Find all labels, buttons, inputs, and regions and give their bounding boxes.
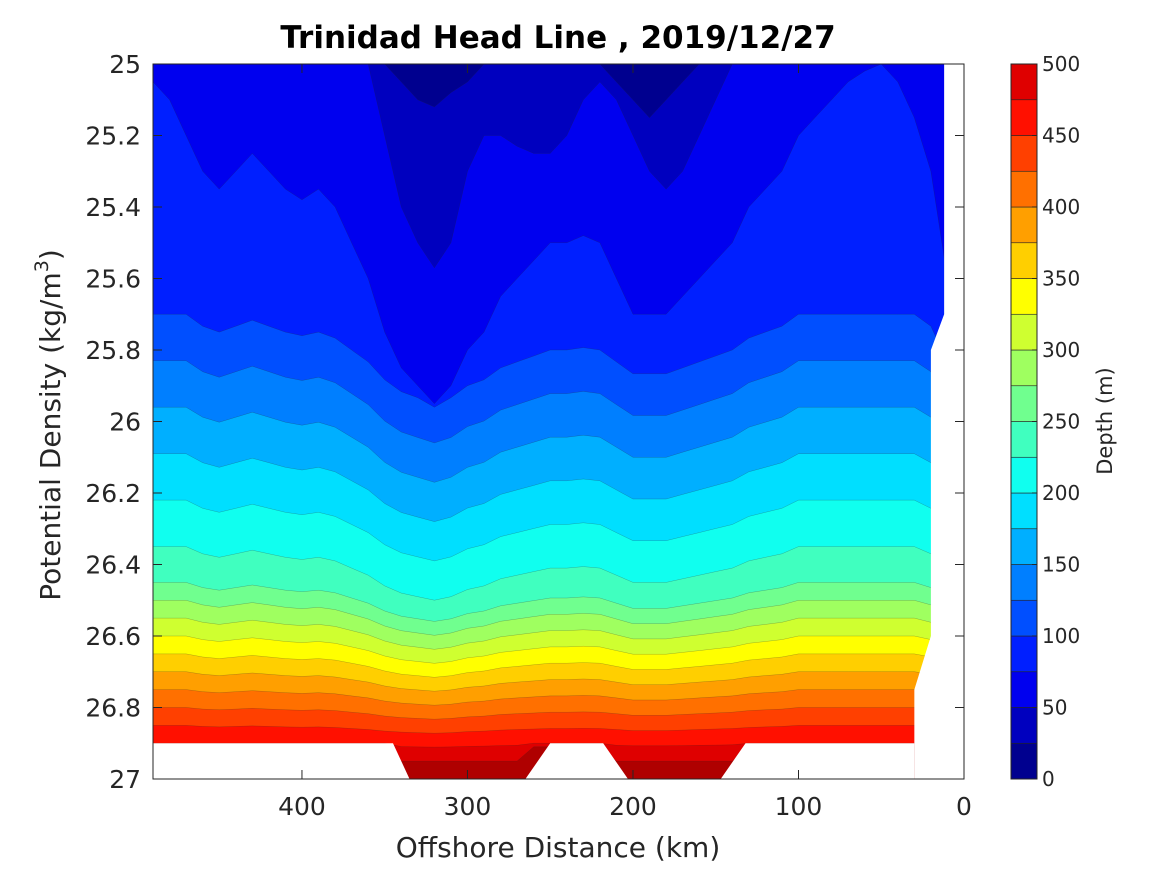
y-tick-label: 25	[109, 50, 141, 79]
y-tick-label: 27	[109, 765, 141, 794]
colorbar-tick-label: 150	[1042, 553, 1080, 577]
no-data-mask	[153, 64, 964, 779]
plot-area: 400 300 200 100 0 25 25.2 25.4 25.6 25.8 26 26.2 26…	[85, 50, 972, 821]
colorbar-ticks: 0 50 100 150 200 250 300 350 400 450 500	[1032, 52, 1080, 791]
colorbar-band	[1010, 492, 1038, 530]
no-data-region	[914, 64, 964, 779]
chart-title: Trinidad Head Line , 2019/12/27	[280, 20, 835, 56]
colorbar-label: Depth (m)	[1093, 367, 1117, 474]
x-tick-label: 400	[278, 792, 326, 821]
x-tick-label: 100	[775, 792, 823, 821]
colorbar-tick-label: 250	[1042, 410, 1080, 434]
y-axis-ticks: 25 25.2 25.4 25.6 25.8 26 26.2 26.4 26.6 26.8 27	[85, 50, 964, 794]
x-tick-label: 200	[609, 792, 657, 821]
y-axis-label: Potential Density (kg/m3)	[31, 249, 67, 601]
colorbar-band	[1010, 206, 1038, 244]
colorbar-band	[1010, 742, 1038, 780]
colorbar-band	[1010, 170, 1038, 208]
y-axis-label-close: )	[34, 249, 67, 260]
colorbar-tick-label: 500	[1042, 52, 1080, 76]
colorbar-band	[1010, 385, 1038, 422]
colorbar-band	[1010, 564, 1038, 601]
colorbar-tick-label: 400	[1042, 195, 1080, 219]
colorbar: 0 50 100 150 200 250 300 350 400 450 500 Depth (m)	[1010, 52, 1117, 791]
y-tick-label: 26.8	[85, 694, 141, 723]
contour-bands	[153, 64, 964, 779]
colorbar-band	[1010, 421, 1038, 458]
colorbar-tick-label: 300	[1042, 338, 1080, 362]
colorbar-band	[1010, 635, 1038, 673]
colorbar-tick-label: 0	[1042, 767, 1055, 791]
x-axis-ticks: 400 300 200 100 0	[278, 64, 972, 821]
colorbar-tick-label: 200	[1042, 481, 1080, 505]
colorbar-band	[1010, 528, 1038, 565]
no-data-region	[153, 743, 915, 779]
colorbar-tick-label: 50	[1042, 696, 1067, 720]
y-tick-label: 26.6	[85, 622, 141, 651]
colorbar-bands	[1010, 63, 1038, 780]
colorbar-band	[1010, 349, 1038, 387]
y-tick-label: 25.8	[85, 336, 141, 365]
y-tick-label: 25.4	[85, 193, 141, 222]
colorbar-band	[1010, 456, 1038, 494]
colorbar-band	[1010, 707, 1038, 744]
colorbar-band	[1010, 63, 1038, 101]
colorbar-tick-label: 350	[1042, 267, 1080, 291]
colorbar-tick-label: 450	[1042, 124, 1080, 148]
colorbar-band	[1010, 671, 1038, 708]
colorbar-band	[1010, 99, 1038, 136]
colorbar-band	[1010, 313, 1038, 351]
x-tick-label: 300	[444, 792, 492, 821]
colorbar-band	[1010, 599, 1038, 637]
colorbar-band	[1010, 242, 1038, 279]
y-tick-label: 25.2	[85, 122, 141, 151]
x-axis-label: Offshore Distance (km)	[396, 831, 721, 864]
y-tick-label: 26.4	[85, 551, 141, 580]
colorbar-band	[1010, 135, 1038, 172]
y-tick-label: 26	[109, 408, 141, 437]
y-tick-label: 25.6	[85, 265, 141, 294]
y-axis-label-superscript: 3	[31, 260, 53, 272]
y-axis-label-main: Potential Density (kg/m	[34, 272, 67, 601]
colorbar-band	[1010, 278, 1038, 315]
x-tick-label: 0	[956, 792, 972, 821]
y-tick-label: 26.2	[85, 479, 141, 508]
colorbar-tick-label: 100	[1042, 624, 1080, 648]
